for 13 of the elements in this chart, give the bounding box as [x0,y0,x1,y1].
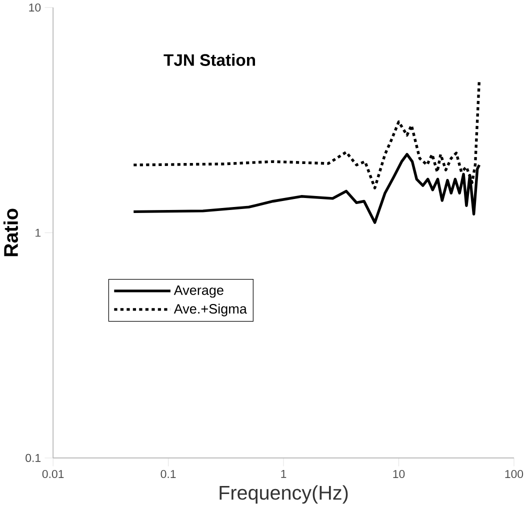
y-tick-label: 0.1 [26,454,41,462]
x-tick-label: 0.01 [42,470,64,478]
y-tick-label: 10 [29,3,41,12]
y-tick-label: 1 [36,228,41,237]
x-tick-label: 0.1 [160,470,176,478]
x-axis-title: Frequency(Hz) [220,485,348,504]
x-tick-label: 100 [505,470,524,478]
text: TJN Station [164,54,256,66]
legend-label: Ave.+Sigma [174,304,247,316]
x-tick-label: 1 [281,470,286,478]
x-tick-label: 10 [393,470,405,478]
y-axis-title: Ratio [3,208,18,256]
legend-label: Average [174,285,224,298]
